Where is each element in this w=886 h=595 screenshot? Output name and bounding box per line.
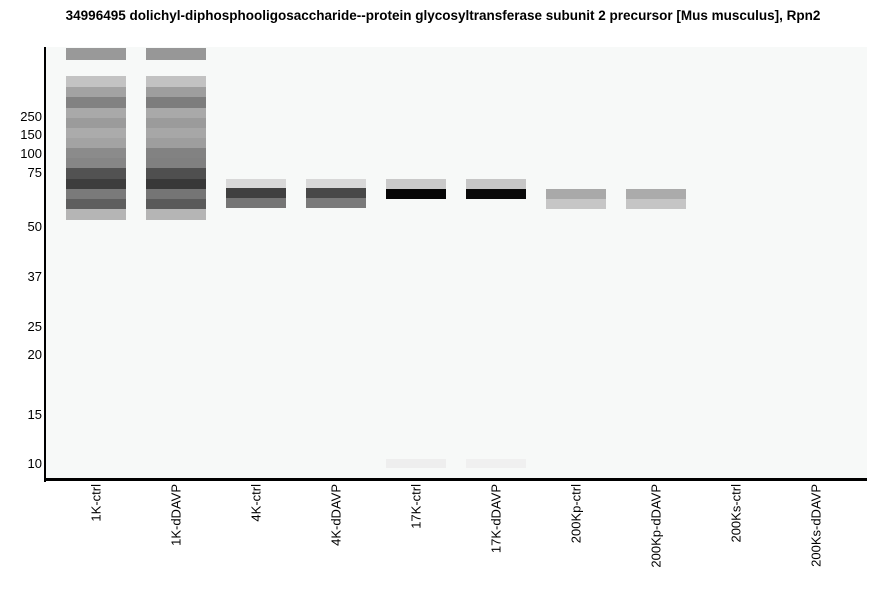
gel-band	[146, 97, 206, 108]
gel-band	[66, 199, 126, 209]
y-axis-tick-label: 100	[20, 146, 42, 161]
gel-band	[66, 189, 126, 199]
gel-band	[146, 168, 206, 179]
x-axis-label: 4K-dDAVP	[328, 484, 344, 546]
y-axis-tick-label: 37	[27, 269, 42, 284]
x-axis-label: 17K-ctrl	[408, 484, 424, 529]
gel-band	[146, 158, 206, 168]
gel-band	[466, 179, 526, 189]
gel-band	[306, 179, 366, 188]
gel-band	[146, 138, 206, 148]
gel-band	[306, 198, 366, 208]
gel-band	[626, 189, 686, 199]
gel-band	[146, 128, 206, 138]
gel-band	[66, 118, 126, 128]
gel-band	[146, 76, 206, 87]
chart-title: 34996495 dolichyl-diphosphooligosacchari…	[65, 8, 821, 23]
gel-band	[66, 168, 126, 179]
gel-band	[226, 179, 286, 188]
gel-band	[66, 128, 126, 138]
gel-band	[226, 188, 286, 198]
x-axis-label: 1K-ctrl	[88, 484, 104, 522]
gel-band	[66, 108, 126, 118]
y-axis-tick-label: 25	[27, 319, 42, 334]
gel-band	[66, 148, 126, 158]
x-axis-label: 4K-ctrl	[248, 484, 264, 522]
x-axis-label: 200Kp-dDAVP	[648, 484, 664, 568]
gel-band	[146, 179, 206, 189]
y-axis-tick-label: 15	[27, 407, 42, 422]
y-axis-tick-label: 10	[27, 456, 42, 471]
x-axis-label: 17K-dDAVP	[488, 484, 504, 554]
gel-band	[66, 87, 126, 97]
gel-band	[546, 199, 606, 209]
gel-band	[146, 118, 206, 128]
gel-band	[386, 189, 446, 199]
gel-band	[146, 148, 206, 158]
gel-band	[146, 87, 206, 97]
gel-band	[146, 108, 206, 118]
x-axis-label: 200Kp-ctrl	[568, 484, 584, 544]
gel-band	[66, 138, 126, 148]
gel-band	[546, 189, 606, 199]
y-axis-tick-label: 50	[27, 219, 42, 234]
gel-band	[306, 188, 366, 198]
gel-band	[146, 209, 206, 220]
x-axis-label: 200Ks-ctrl	[728, 484, 744, 543]
y-axis-tick-label: 250	[20, 109, 42, 124]
gel-band	[146, 199, 206, 209]
gel-band	[66, 48, 126, 60]
gel-band	[66, 97, 126, 108]
gel-band	[146, 48, 206, 60]
gel-band	[626, 199, 686, 209]
x-axis-label: 200Ks-dDAVP	[808, 484, 824, 567]
y-axis-tick-label: 75	[27, 165, 42, 180]
gel-band	[66, 158, 126, 168]
gel-band	[146, 189, 206, 199]
gel-band	[66, 179, 126, 189]
gel-band	[466, 189, 526, 199]
gel-band	[466, 459, 526, 468]
gel-band	[66, 76, 126, 87]
x-axis-label: 1K-dDAVP	[168, 484, 184, 546]
gel-band	[226, 198, 286, 208]
gel-band	[386, 459, 446, 468]
y-axis-tick-label: 20	[27, 347, 42, 362]
x-axis-line	[44, 478, 867, 481]
gel-band	[386, 179, 446, 189]
y-axis-line	[44, 47, 46, 482]
y-axis-tick-label: 150	[20, 127, 42, 142]
gel-band	[66, 209, 126, 220]
